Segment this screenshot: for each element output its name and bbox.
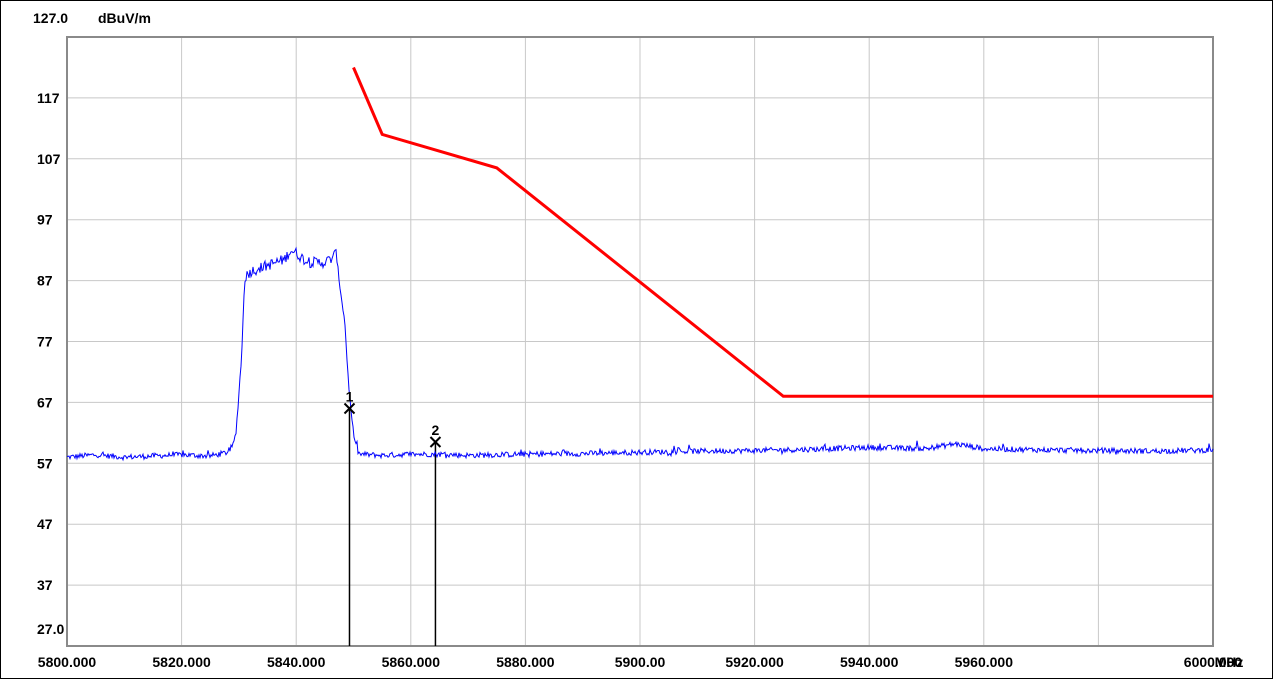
- x-tick-label: 5820.000: [152, 654, 211, 670]
- marker-x: [343, 402, 356, 415]
- measurement-trace: [67, 246, 1214, 462]
- y-tick-label-bottom: 27.0: [37, 621, 64, 637]
- x-tick-label: 5940.000: [840, 654, 899, 670]
- y-tick-label: 77: [37, 334, 53, 350]
- x-tick-label: 5960.000: [955, 654, 1014, 670]
- marker-x: [429, 436, 442, 448]
- y-tick-label: 117: [37, 90, 60, 106]
- y-tick-label: 107: [37, 151, 61, 167]
- y-unit-label: dBuV/m: [98, 10, 151, 26]
- y-tick-label-top: 127.0: [33, 10, 68, 26]
- limit-line: [352, 66, 1213, 398]
- x-tick-label: 6000.000: [1184, 654, 1243, 670]
- plot-border: [66, 36, 1214, 647]
- y-tick-label: 57: [37, 455, 53, 471]
- y-tick-label: 47: [37, 516, 53, 532]
- x-tick-label: 5920.000: [725, 654, 784, 670]
- x-tick-label: 5880.000: [496, 654, 555, 670]
- x-tick-label: 5900.00: [615, 654, 666, 670]
- x-tick-label: 5860.000: [382, 654, 441, 670]
- y-tick-label: 67: [37, 394, 53, 410]
- x-tick-label: 5840.000: [267, 654, 326, 670]
- x-unit-label: MHz: [1215, 654, 1244, 670]
- x-tick-label: 5800.000: [38, 654, 97, 670]
- marker-label: 2: [432, 422, 440, 438]
- marker-label: 1: [346, 388, 354, 404]
- y-tick-label: 97: [37, 212, 53, 228]
- y-tick-label: 37: [37, 577, 53, 593]
- y-tick-label: 87: [37, 273, 53, 289]
